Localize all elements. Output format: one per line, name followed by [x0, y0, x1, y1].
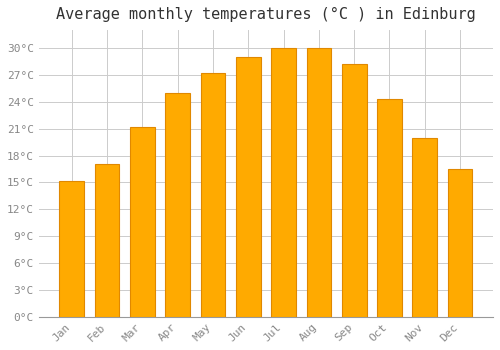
Bar: [200, 73, 226, 317]
Bar: [130, 127, 155, 317]
Title: Average monthly temperatures (°C ) in Edinburg: Average monthly temperatures (°C ) in Ed…: [56, 7, 476, 22]
Bar: [166, 93, 190, 317]
Bar: [412, 138, 437, 317]
Bar: [342, 64, 366, 317]
Bar: [236, 57, 260, 317]
Bar: [94, 164, 120, 317]
Bar: [306, 48, 331, 317]
Bar: [377, 99, 402, 317]
Bar: [60, 181, 84, 317]
Bar: [448, 169, 472, 317]
Bar: [271, 48, 296, 317]
